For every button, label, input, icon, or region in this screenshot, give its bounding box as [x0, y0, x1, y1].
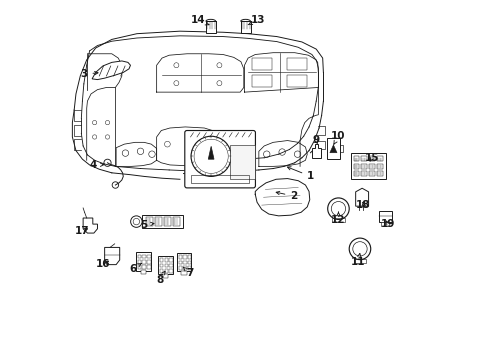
Polygon shape [92, 61, 130, 80]
Bar [164, 269, 168, 273]
Text: 5: 5 [140, 220, 154, 230]
Bar [137, 255, 141, 258]
Bar [142, 265, 145, 269]
Polygon shape [355, 188, 368, 206]
Text: 15: 15 [364, 153, 378, 163]
Bar [140, 270, 146, 274]
Bar [376, 163, 382, 168]
Bar [376, 156, 382, 161]
Bar [147, 255, 150, 258]
Bar [183, 261, 186, 264]
Bar [368, 171, 374, 176]
Bar [158, 256, 172, 274]
Bar [368, 156, 374, 161]
Bar [361, 156, 366, 161]
Text: 2: 2 [276, 191, 297, 201]
Bar [378, 211, 391, 222]
Bar [326, 138, 339, 159]
Polygon shape [255, 179, 309, 216]
Bar [187, 261, 191, 264]
Bar [381, 222, 388, 226]
Text: 6: 6 [129, 264, 141, 274]
Polygon shape [83, 218, 97, 233]
Bar [230, 145, 254, 179]
Bar [205, 22, 215, 33]
Bar [136, 252, 150, 271]
Text: 3: 3 [80, 69, 98, 79]
FancyBboxPatch shape [184, 131, 255, 188]
Bar [172, 217, 180, 226]
Bar [368, 163, 374, 168]
Polygon shape [104, 247, 120, 265]
Bar [178, 261, 182, 264]
Bar [142, 255, 145, 258]
Polygon shape [329, 145, 336, 153]
Bar [376, 171, 382, 176]
Bar [350, 153, 385, 179]
Bar [178, 255, 182, 259]
Text: 17: 17 [75, 226, 89, 236]
Bar [286, 58, 306, 69]
Bar [160, 264, 163, 267]
Bar [361, 163, 366, 168]
Text: 8: 8 [156, 271, 165, 285]
Bar [154, 217, 162, 226]
Bar [145, 217, 153, 226]
Text: 1: 1 [287, 167, 314, 181]
Bar [147, 260, 150, 264]
Bar [163, 217, 170, 226]
Bar [137, 265, 141, 269]
Bar [164, 264, 168, 267]
Bar [177, 253, 191, 271]
Bar [183, 255, 186, 259]
Bar [252, 58, 271, 69]
Polygon shape [208, 146, 214, 159]
Text: 11: 11 [350, 253, 365, 267]
Bar [169, 258, 172, 262]
Bar [142, 260, 145, 264]
Bar [353, 156, 359, 161]
Bar [164, 258, 168, 262]
Bar [361, 171, 366, 176]
Bar [252, 75, 271, 87]
Bar [187, 255, 191, 259]
Polygon shape [311, 144, 321, 158]
Text: 18: 18 [356, 200, 370, 210]
Bar [187, 266, 191, 270]
Text: 16: 16 [95, 259, 110, 269]
Bar [181, 271, 187, 275]
Bar [353, 171, 359, 176]
Text: 14: 14 [191, 15, 208, 26]
Text: 4: 4 [89, 160, 103, 170]
Bar [169, 264, 172, 267]
Text: 12: 12 [330, 212, 345, 225]
Bar [191, 175, 248, 183]
Text: 7: 7 [183, 267, 193, 278]
Bar [160, 269, 163, 273]
Bar [142, 215, 183, 228]
Bar [169, 269, 172, 273]
Bar [183, 266, 186, 270]
Bar [240, 22, 250, 33]
Bar [353, 163, 359, 168]
Bar [160, 258, 163, 262]
Bar [178, 266, 182, 270]
Bar [353, 259, 366, 263]
Bar [331, 218, 344, 222]
Bar [286, 75, 306, 87]
Text: 19: 19 [380, 219, 394, 229]
Text: 10: 10 [330, 131, 345, 144]
Bar [137, 260, 141, 264]
Text: 9: 9 [312, 135, 319, 145]
Bar [147, 265, 150, 269]
Bar [163, 274, 168, 278]
Text: 13: 13 [247, 15, 265, 26]
